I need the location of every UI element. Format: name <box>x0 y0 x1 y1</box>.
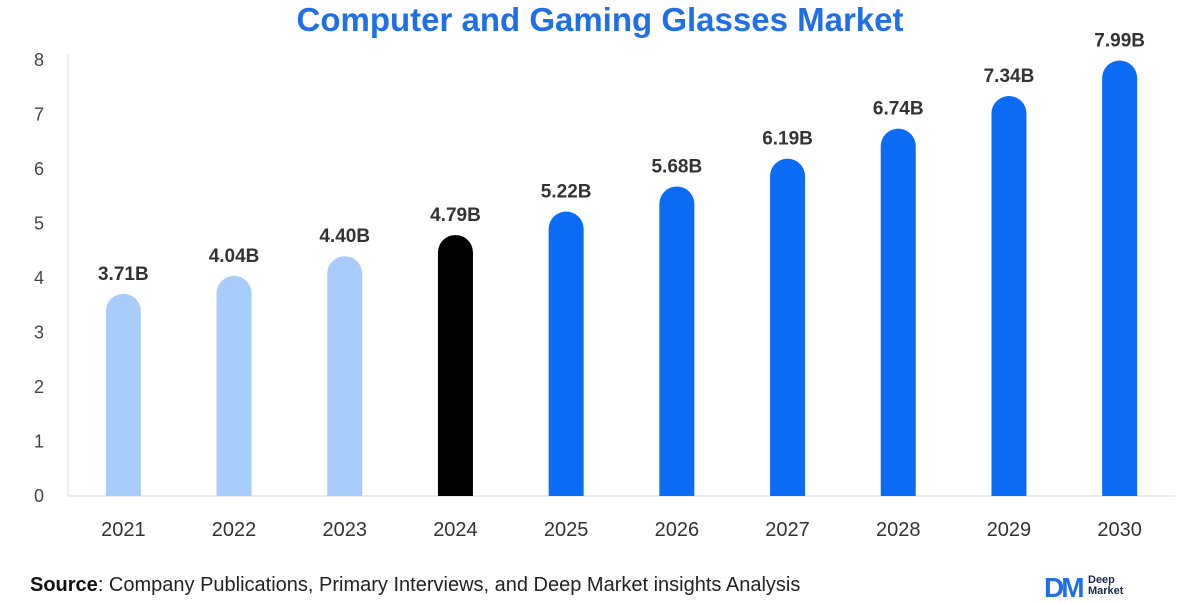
y-tick-label: 6 <box>34 159 44 179</box>
y-tick-label: 2 <box>34 377 44 397</box>
data-label: 5.22B <box>541 182 592 203</box>
data-label: 6.19B <box>762 129 813 150</box>
bar <box>105 293 141 496</box>
x-tick-label: 2027 <box>765 519 810 541</box>
bar <box>437 234 473 496</box>
bar <box>659 186 695 496</box>
bar <box>548 211 584 496</box>
y-tick-label: 4 <box>34 268 44 288</box>
data-label: 4.04B <box>209 246 260 267</box>
y-tick-label: 5 <box>34 214 44 234</box>
x-tick-label: 2023 <box>323 519 368 541</box>
x-tick-label: 2028 <box>876 519 921 541</box>
logo-word: Deep Market <box>1088 575 1123 597</box>
logo-mark: DM <box>1044 572 1085 603</box>
x-tick-label: 2022 <box>212 519 257 541</box>
chart-title: Computer and Gaming Glasses Market <box>296 1 904 38</box>
data-label: 4.79B <box>430 205 481 226</box>
bar <box>880 128 916 497</box>
y-tick-label: 1 <box>34 432 44 452</box>
source-text: : Company Publications, Primary Intervie… <box>97 574 801 596</box>
x-tick-label: 2025 <box>544 519 589 541</box>
data-label: 7.34B <box>984 66 1035 87</box>
bar <box>991 96 1027 496</box>
logo-word-1: Deep <box>1088 574 1115 586</box>
data-label: 7.99B <box>1094 31 1145 52</box>
data-label: 3.71B <box>98 264 149 285</box>
x-tick-label: 2026 <box>655 519 700 541</box>
y-tick-label: 3 <box>34 323 44 343</box>
x-tick-label: 2024 <box>433 519 478 541</box>
logo-word-2: Market <box>1088 585 1124 597</box>
company-logo: DM Deep Market <box>1044 572 1194 603</box>
source-note: Source: Company Publications, Primary In… <box>30 574 800 597</box>
bar <box>770 158 806 496</box>
x-tick-label: 2030 <box>1097 519 1142 541</box>
data-label: 4.40B <box>319 226 370 247</box>
bar <box>327 256 363 496</box>
y-tick-label: 8 <box>34 50 44 70</box>
data-label: 5.68B <box>651 156 702 177</box>
x-tick-label: 2021 <box>101 519 146 541</box>
bar <box>1102 60 1138 496</box>
bar <box>216 275 252 496</box>
source-label: Source <box>30 574 98 596</box>
x-tick-label: 2029 <box>987 519 1032 541</box>
y-tick-label: 0 <box>34 486 44 506</box>
data-label: 6.74B <box>873 99 924 120</box>
y-tick-label: 7 <box>34 105 44 125</box>
